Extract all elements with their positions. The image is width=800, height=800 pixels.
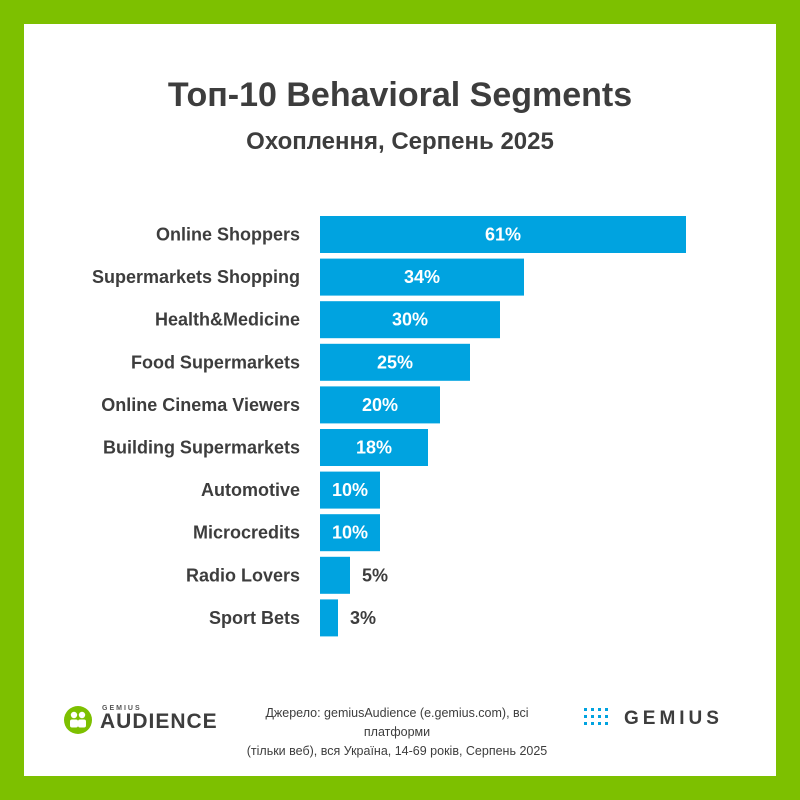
category-label: Supermarkets Shopping bbox=[92, 267, 300, 287]
value-label: 30% bbox=[392, 310, 428, 330]
bar bbox=[320, 216, 686, 253]
source-line-2: (тільки веб), вся Україна, 14-69 років, … bbox=[246, 744, 548, 758]
category-label: Sport Bets bbox=[209, 608, 300, 628]
gemius-logo: GEMIUS bbox=[584, 706, 744, 734]
source-line-1: Джерело: gemiusAudience (e.gemius.com), … bbox=[265, 706, 529, 739]
value-label: 20% bbox=[362, 395, 398, 415]
value-label: 25% bbox=[377, 352, 413, 372]
bar bbox=[320, 471, 380, 509]
category-label: Automotive bbox=[201, 480, 300, 500]
chart-subtitle: Охоплення, Серпень 2025 bbox=[246, 128, 554, 155]
bar bbox=[320, 599, 338, 637]
audience-logo-word: AUDIENCE bbox=[100, 710, 218, 733]
value-label: 10% bbox=[332, 480, 368, 500]
category-label: Radio Lovers bbox=[186, 565, 300, 585]
category-label: Microcredits bbox=[193, 523, 300, 543]
value-label: 61% bbox=[485, 225, 521, 245]
chart-title: Топ-10 Behavioral Segments bbox=[167, 76, 633, 114]
category-label: Building Supermarkets bbox=[103, 438, 300, 458]
bar bbox=[320, 386, 440, 424]
gemius-logo-word: GEMIUS bbox=[624, 708, 723, 729]
bar bbox=[320, 556, 350, 594]
category-label: Online Shoppers bbox=[156, 225, 300, 245]
bar bbox=[320, 301, 500, 339]
category-label: Health&Medicine bbox=[155, 310, 300, 330]
value-label: 3% bbox=[350, 608, 376, 628]
category-label: Food Supermarkets bbox=[131, 352, 300, 372]
audience-logo-brand: GEMIUS bbox=[102, 705, 142, 712]
gemius-dots-icon bbox=[584, 708, 608, 725]
audience-logo-icon bbox=[64, 706, 92, 734]
bar bbox=[320, 514, 380, 552]
bar bbox=[320, 258, 524, 296]
source-note: Джерело: gemiusAudience (e.gemius.com), … bbox=[232, 704, 562, 761]
value-label: 5% bbox=[362, 565, 388, 585]
bar bbox=[320, 429, 428, 466]
value-label: 18% bbox=[356, 438, 392, 458]
category-label: Online Cinema Viewers bbox=[101, 395, 300, 415]
value-label: 10% bbox=[332, 523, 368, 543]
bar bbox=[320, 343, 470, 381]
audience-logo: GEMIUS AUDIENCE bbox=[64, 700, 224, 740]
value-label: 34% bbox=[404, 267, 440, 287]
